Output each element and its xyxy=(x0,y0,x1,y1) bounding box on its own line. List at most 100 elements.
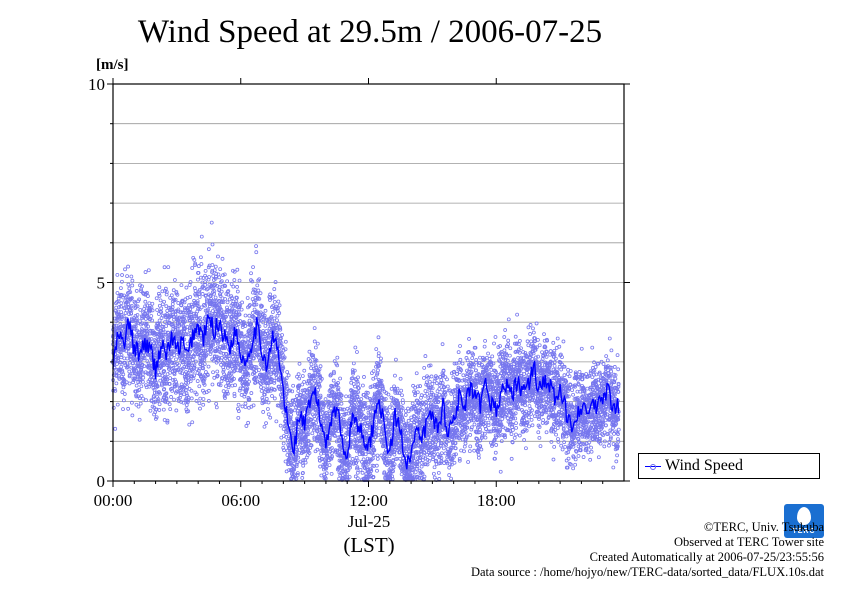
scatter-point xyxy=(249,271,253,276)
scatter-point xyxy=(327,409,332,414)
scatter-point xyxy=(371,438,376,443)
scatter-point xyxy=(137,297,142,302)
scatter-point xyxy=(141,396,145,401)
scatter-point xyxy=(204,352,209,357)
scatter-point xyxy=(318,364,323,369)
scatter-point xyxy=(149,305,154,310)
scatter-point xyxy=(181,400,186,405)
scatter-point xyxy=(144,308,149,313)
scatter-point xyxy=(249,322,254,326)
scatter-point xyxy=(206,307,210,312)
scatter-point xyxy=(146,324,150,329)
scatter-point xyxy=(149,337,154,341)
scatter-point xyxy=(142,364,147,369)
scatter-point xyxy=(241,334,246,339)
scatter-point xyxy=(164,396,169,401)
scatter-point xyxy=(266,400,271,405)
scatter-point xyxy=(257,368,261,372)
scatter-point xyxy=(434,381,439,386)
scatter-point xyxy=(342,407,346,412)
scatter-point xyxy=(231,284,236,289)
scatter-point xyxy=(352,396,357,401)
scatter-point xyxy=(339,464,344,469)
scatter-point xyxy=(238,319,243,323)
scatter-point xyxy=(280,352,285,357)
scatter-point xyxy=(217,304,222,309)
scatter-point xyxy=(237,278,242,283)
scatter-point xyxy=(355,476,360,481)
scatter-point xyxy=(268,295,273,300)
scatter-point xyxy=(188,379,193,384)
scatter-point xyxy=(174,357,178,362)
scatter-point xyxy=(207,334,212,339)
scatter-point xyxy=(251,403,256,408)
scatter-point xyxy=(260,304,264,308)
scatter-point xyxy=(431,471,436,476)
scatter-point xyxy=(318,395,323,400)
scatter-point xyxy=(247,379,251,384)
scatter-point xyxy=(242,394,247,399)
scatter-point xyxy=(173,327,178,332)
scatter-point xyxy=(335,355,340,360)
scatter-point xyxy=(193,302,198,307)
scatter-point xyxy=(192,257,197,262)
scatter-point xyxy=(184,381,188,385)
scatter-point xyxy=(333,434,337,438)
scatter-point xyxy=(143,270,148,274)
scatter-point xyxy=(351,371,355,376)
scatter-point xyxy=(117,371,122,375)
scatter-point xyxy=(130,413,135,418)
scatter-point xyxy=(232,391,237,396)
scatter-point xyxy=(201,402,206,407)
scatter-point xyxy=(150,308,155,313)
scatter-point xyxy=(197,401,202,406)
scatter-point xyxy=(302,379,307,384)
scatter-point xyxy=(120,273,124,277)
scatter-point xyxy=(240,404,245,409)
scatter-point xyxy=(245,371,250,376)
scatter-point xyxy=(208,352,213,356)
scatter-point xyxy=(439,378,444,382)
scatter-point xyxy=(184,391,189,396)
scatter-point xyxy=(185,400,190,405)
scatter-point xyxy=(278,327,283,332)
scatter-point xyxy=(306,439,311,443)
scatter-point xyxy=(152,341,157,346)
scatter-point xyxy=(329,472,334,476)
scatter-point xyxy=(338,397,343,402)
scatter-point xyxy=(223,322,228,327)
scatter-point xyxy=(235,267,240,272)
scatter-point xyxy=(212,355,217,360)
scatter-point xyxy=(134,336,139,341)
scatter-point xyxy=(129,365,134,370)
scatter-point xyxy=(375,468,379,473)
scatter-point xyxy=(314,358,319,363)
scatter-point xyxy=(246,420,251,425)
scatter-point xyxy=(286,373,291,378)
scatter-point xyxy=(153,331,158,336)
scatter-point xyxy=(174,380,179,384)
scatter-point xyxy=(419,464,424,469)
scatter-point xyxy=(300,476,305,480)
scatter-point xyxy=(187,422,192,427)
scatter-point xyxy=(144,321,149,326)
scatter-point xyxy=(167,382,172,386)
scatter-point xyxy=(325,455,330,459)
scatter-point xyxy=(262,400,266,405)
scatter-point xyxy=(174,383,179,388)
scatter-point xyxy=(327,399,331,404)
scatter-point xyxy=(170,307,175,312)
scatter-point xyxy=(130,278,135,283)
scatter-point xyxy=(340,407,345,412)
scatter-point xyxy=(139,384,144,389)
scatter-point xyxy=(295,473,300,477)
scatter-point xyxy=(197,384,202,389)
scatter-point xyxy=(152,390,157,395)
scatter-point xyxy=(265,345,270,349)
scatter-point xyxy=(137,417,142,422)
scatter-point xyxy=(272,294,277,299)
scatter-point xyxy=(119,304,123,309)
scatter-point xyxy=(270,310,275,315)
scatter-point xyxy=(188,310,193,315)
scatter-point xyxy=(422,376,426,380)
